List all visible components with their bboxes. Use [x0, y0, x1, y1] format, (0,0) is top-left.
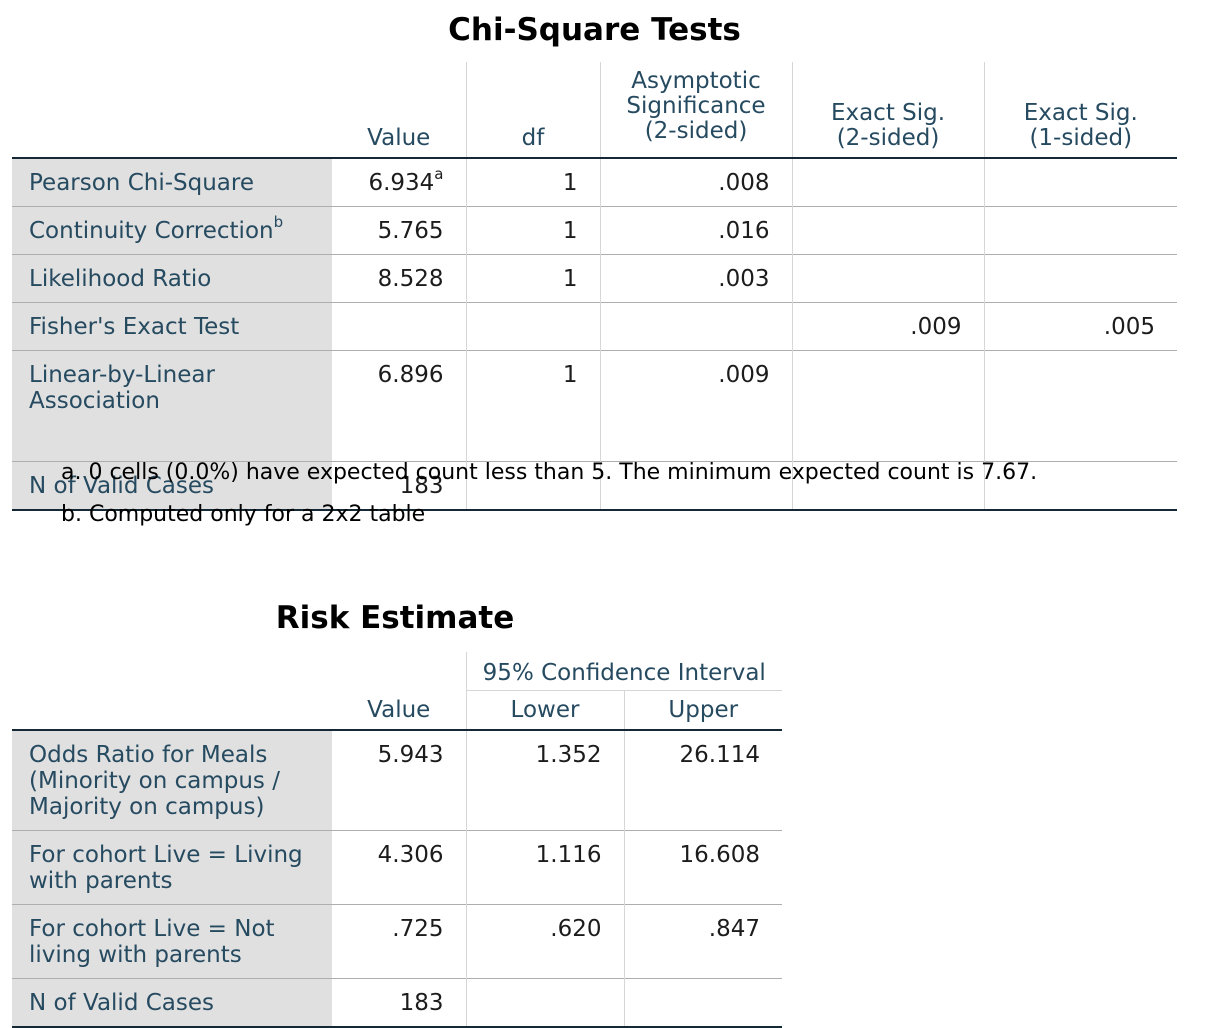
table-row: Fisher's Exact Test .009 .005	[12, 302, 1177, 351]
table-row: For cohort Live = Not living with parent…	[12, 904, 782, 979]
exact-sig-2-cell	[791, 158, 984, 207]
asymp-sig-cell: .016	[599, 206, 792, 255]
lower-cell: 1.116	[465, 830, 624, 905]
column-header-value: Value	[367, 125, 431, 151]
value-cell: 5.765	[377, 218, 444, 244]
column-header-value: Value	[367, 697, 431, 723]
exact-sig-2-cell	[791, 254, 984, 303]
exact-sig-1-cell	[983, 158, 1177, 207]
exact-sig-2-cell	[791, 350, 984, 462]
asymp-sig-cell: .003	[599, 254, 792, 303]
column-header-exact-sig-1-sided: Exact Sig. (1-sided)	[983, 62, 1177, 158]
lower-cell: .620	[465, 904, 624, 979]
df-cell: 1	[465, 206, 600, 255]
row-label: For cohort Live = Not living with parent…	[12, 904, 332, 979]
df-cell	[465, 461, 600, 510]
header-corner	[12, 690, 332, 730]
upper-cell: 26.114	[623, 730, 782, 831]
row-label: Continuity Correctionb	[12, 206, 332, 255]
header-corner	[12, 62, 332, 158]
column-header-confidence-interval: 95% Confidence Interval	[465, 652, 782, 691]
df-cell: 1	[465, 350, 600, 462]
column-header-exact-sig-2-sided: Exact Sig. (2-sided)	[791, 62, 984, 158]
exact-sig-1-cell	[983, 254, 1177, 303]
value-cell	[332, 303, 466, 351]
upper-cell: .847	[623, 904, 782, 979]
value-cell: 4.306	[377, 842, 444, 868]
header-corner	[12, 652, 332, 690]
chi-square-table: Value df Asymptotic Significance (2-side…	[12, 62, 1177, 511]
exact-sig-2-cell	[791, 206, 984, 255]
exact-sig-1-cell	[983, 206, 1177, 255]
row-label: Linear-by-Linear Association	[12, 350, 332, 462]
table-row: Odds Ratio for Meals (Minority on campus…	[12, 730, 782, 831]
df-cell: 1	[465, 158, 600, 207]
value-cell: .725	[392, 916, 444, 942]
table-row: Continuity Correctionb 5.765 1 .016	[12, 206, 1177, 255]
asymp-sig-cell	[599, 302, 792, 351]
footnote-b: b. Computed only for a 2x2 table	[61, 502, 426, 527]
asymp-sig-cell: .008	[599, 158, 792, 207]
row-label: Likelihood Ratio	[12, 254, 332, 303]
value-cell: 6.896	[377, 362, 444, 388]
table-row: N of Valid Cases 183	[12, 461, 1177, 510]
value-cell: 6.934a	[368, 165, 444, 196]
value-cell: 5.943	[377, 742, 444, 768]
risk-estimate-table: 95% Confidence Interval Value Lower Uppe…	[12, 652, 782, 1028]
row-label: Fisher's Exact Test	[12, 302, 332, 351]
upper-cell	[623, 978, 782, 1027]
df-cell	[465, 302, 600, 351]
column-header-asymptotic-significance: Asymptotic Significance (2-sided)	[599, 62, 792, 158]
exact-sig-2-cell: .009	[791, 302, 984, 351]
row-label: Pearson Chi-Square	[12, 158, 332, 207]
exact-sig-1-cell: .005	[983, 302, 1177, 351]
column-header-upper: Upper	[623, 690, 782, 730]
table-row: Linear-by-Linear Association 6.896 1 .00…	[12, 350, 1177, 462]
df-cell: 1	[465, 254, 600, 303]
lower-cell: 1.352	[465, 730, 624, 831]
table-row: Pearson Chi-Square 6.934a 1 .008	[12, 158, 1177, 207]
footnote-a: a. 0 cells (0.0%) have expected count le…	[61, 460, 1038, 485]
risk-estimate-title: Risk Estimate	[275, 600, 515, 636]
chi-square-footnotes: a. 0 cells (0.0%) have expected count le…	[61, 452, 1037, 536]
exact-sig-1-cell	[983, 461, 1177, 510]
header-spacer	[332, 652, 466, 690]
row-label: N of Valid Cases	[12, 978, 332, 1027]
table-row: Likelihood Ratio 8.528 1 .003	[12, 254, 1177, 303]
row-label: Odds Ratio for Meals (Minority on campus…	[12, 730, 332, 831]
upper-cell: 16.608	[623, 830, 782, 905]
row-label: For cohort Live = Living with parents	[12, 830, 332, 905]
exact-sig-1-cell	[983, 350, 1177, 462]
column-header-lower: Lower	[465, 690, 624, 730]
exact-sig-2-cell	[791, 461, 984, 510]
value-cell: 183	[399, 990, 444, 1016]
table-row: N of Valid Cases 183	[12, 978, 782, 1027]
asymp-sig-cell	[599, 461, 792, 510]
chi-square-title: Chi-Square Tests	[448, 12, 741, 48]
column-header-df: df	[465, 62, 600, 158]
lower-cell	[465, 978, 624, 1027]
value-cell: 8.528	[377, 266, 444, 292]
value-cell: 183	[399, 473, 444, 499]
table-row: For cohort Live = Living with parents 4.…	[12, 830, 782, 905]
row-label: N of Valid Cases	[12, 461, 332, 510]
asymp-sig-cell: .009	[599, 350, 792, 462]
